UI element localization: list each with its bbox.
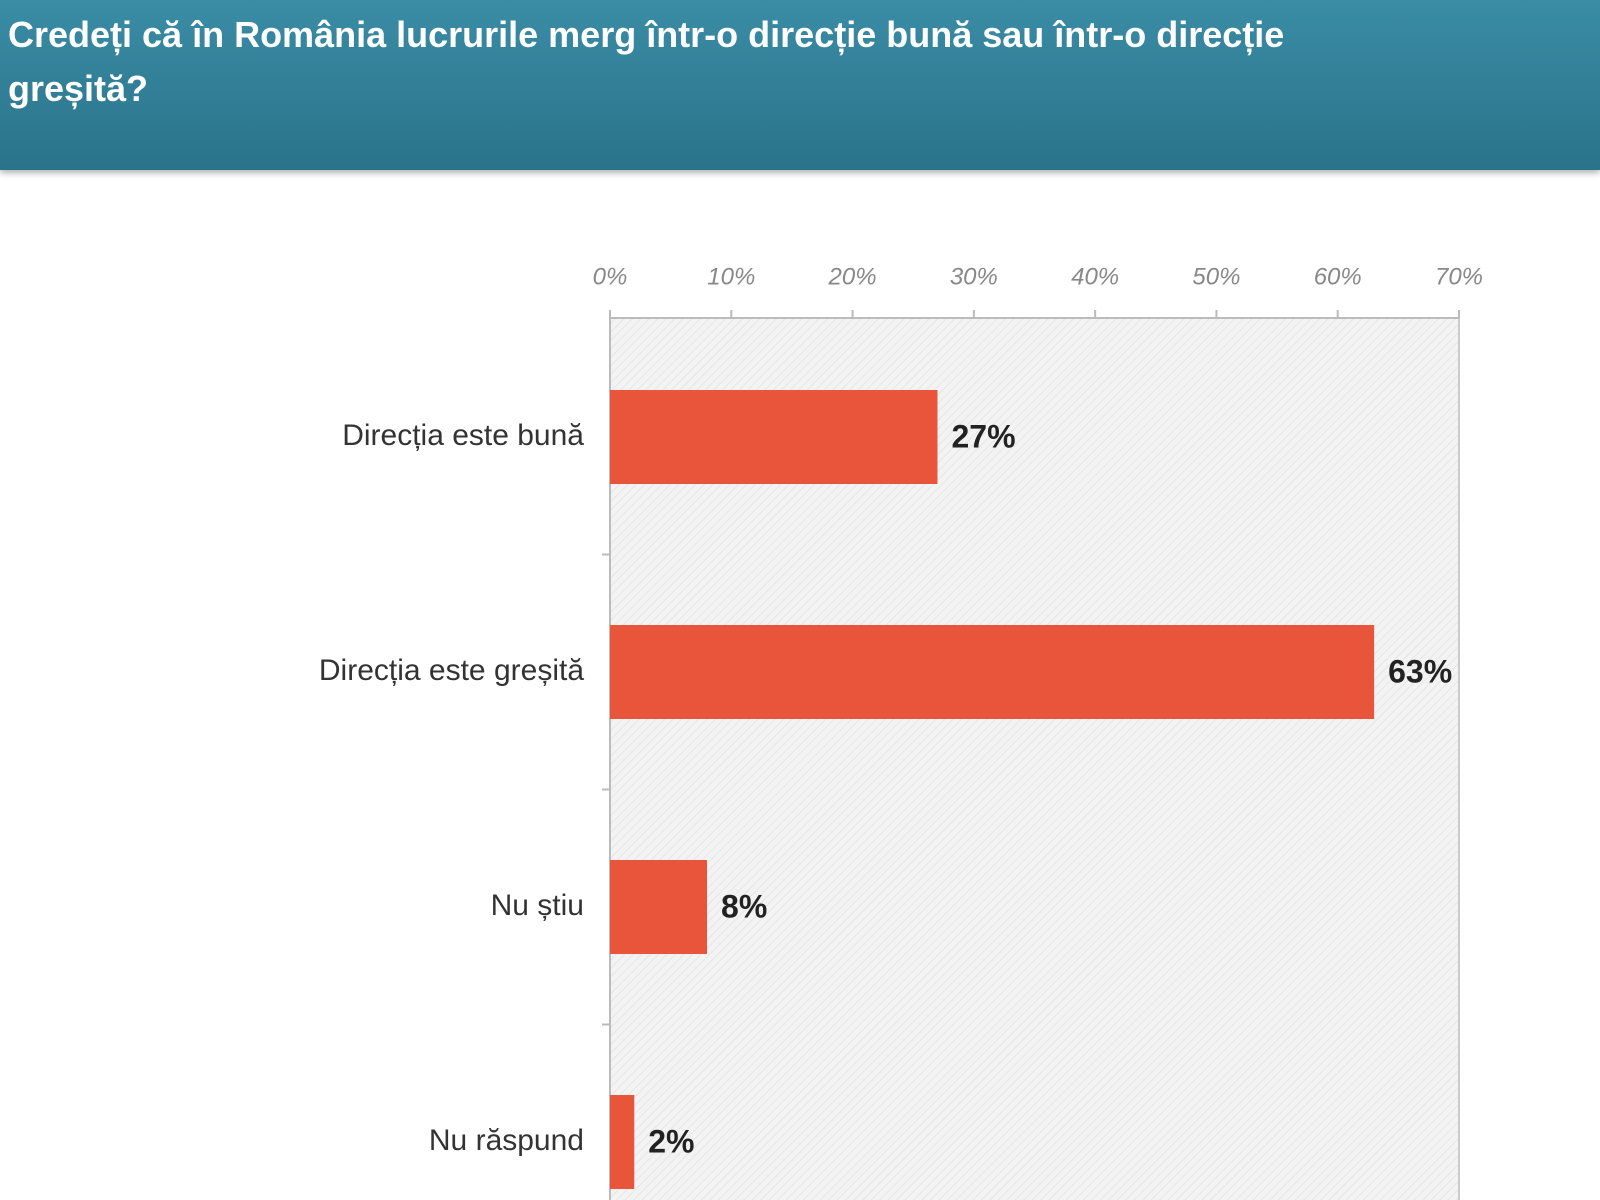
x-tick-label: 10% <box>707 263 755 290</box>
x-tick-label: 0% <box>593 263 628 290</box>
bar <box>610 860 708 954</box>
y-tick-label: Direcția este bună <box>342 419 584 452</box>
x-tick-label: 20% <box>828 263 877 290</box>
y-tick-label: Direcția este greșită <box>319 654 584 687</box>
x-tick-label: 50% <box>1192 263 1240 290</box>
header: Credeți că în România lucrurile merg înt… <box>0 0 1600 170</box>
x-tick-label: 40% <box>1071 263 1119 290</box>
value-label: 63% <box>1388 653 1452 689</box>
y-tick-label: Nu știu <box>491 889 584 922</box>
x-tick-label: 30% <box>950 263 998 290</box>
x-tick-label: 70% <box>1435 263 1483 290</box>
bar <box>610 1095 635 1189</box>
x-tick-label: 60% <box>1314 263 1362 290</box>
chart-title: Credeți că în România lucrurile merg înt… <box>8 14 1285 109</box>
bar <box>610 390 938 484</box>
value-label: 8% <box>721 888 767 924</box>
value-label: 2% <box>648 1123 694 1159</box>
bar <box>610 625 1375 719</box>
value-label: 27% <box>951 418 1015 454</box>
y-tick-label: Nu răspund <box>429 1124 584 1157</box>
